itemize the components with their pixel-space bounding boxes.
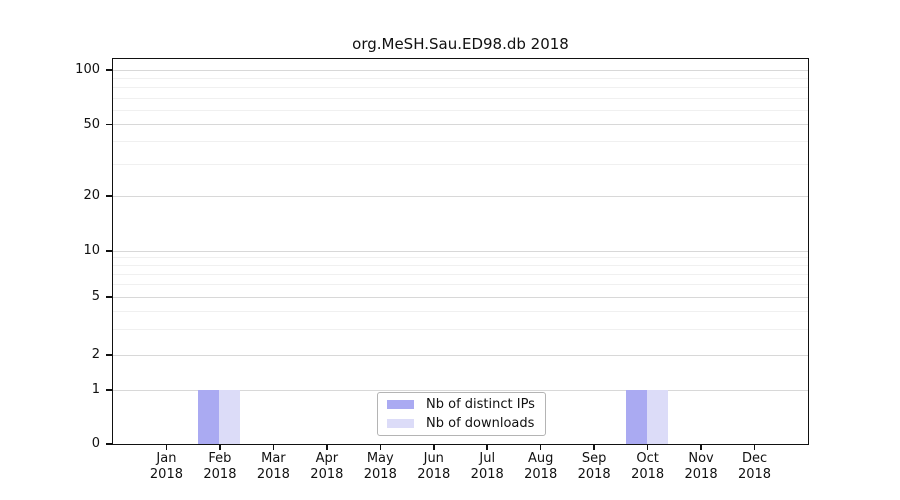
x-tick-month: May	[366, 451, 394, 466]
gridline-minor	[112, 109, 808, 111]
gridline-major	[112, 354, 808, 356]
x-tick-year: 2018	[256, 467, 290, 482]
x-tick-label: Jan 2018	[134, 451, 198, 483]
gridline-minor	[112, 77, 808, 79]
x-tick-month: Feb	[208, 451, 232, 466]
x-tick-mark	[326, 444, 328, 450]
legend-entry: Nb of distinct IPs	[384, 395, 539, 414]
y-tick-mark	[106, 443, 113, 445]
gridline-major	[112, 296, 808, 298]
gridline-major	[112, 389, 808, 391]
y-tick-label: 0	[91, 436, 100, 451]
legend-label: Nb of downloads	[426, 415, 535, 431]
x-tick-mark	[593, 444, 595, 450]
x-tick-year: 2018	[577, 467, 611, 482]
x-tick-mark	[165, 444, 168, 450]
x-tick-mark	[486, 444, 488, 450]
legend-swatch	[387, 400, 414, 409]
y-tick-label: 2	[91, 347, 100, 362]
x-tick-mark	[379, 444, 382, 450]
y-tick-mark	[106, 123, 113, 126]
x-tick-year: 2018	[684, 467, 718, 482]
gridline-minor	[112, 284, 808, 286]
gridline-minor	[112, 97, 808, 99]
x-tick-month: Oct	[636, 451, 659, 466]
x-tick-label: Aug 2018	[509, 451, 573, 483]
x-tick-label: Feb 2018	[188, 451, 252, 483]
y-tick-mark	[106, 389, 113, 391]
x-tick-month: Jun	[423, 451, 444, 466]
gridline-minor	[112, 274, 808, 276]
x-tick-mark	[753, 444, 756, 450]
y-tick-mark	[106, 69, 113, 71]
x-tick-year: 2018	[417, 467, 451, 482]
x-tick-mark	[433, 444, 435, 450]
y-tick-label: 20	[83, 188, 100, 203]
x-tick-mark	[272, 444, 275, 450]
y-tick-mark	[106, 250, 113, 252]
bar-nb-of-distinct-ips	[626, 389, 648, 444]
bar-nb-of-distinct-ips	[198, 389, 220, 444]
bar-nb-of-downloads	[219, 389, 241, 444]
y-tick-label: 10	[83, 243, 100, 258]
x-tick-label: Jul 2018	[455, 451, 519, 483]
gridline-minor	[112, 328, 808, 330]
gridline-minor	[112, 265, 808, 267]
x-tick-year: 2018	[149, 467, 183, 482]
x-tick-mark	[700, 444, 702, 450]
x-tick-year: 2018	[470, 467, 504, 482]
bar-nb-of-downloads	[647, 389, 669, 444]
y-tick-label: 1	[91, 382, 100, 397]
x-tick-month: Mar	[261, 451, 286, 466]
gridline-major	[112, 250, 808, 252]
x-tick-year: 2018	[737, 467, 772, 482]
x-tick-year: 2018	[310, 467, 344, 482]
legend-swatch	[387, 419, 414, 428]
x-tick-label: May 2018	[348, 451, 412, 483]
gridline-minor	[112, 87, 808, 89]
gridline-major	[112, 124, 808, 125]
y-tick-label: 5	[91, 289, 100, 304]
y-tick-mark	[106, 354, 113, 356]
legend-entry: Nb of downloads	[384, 414, 539, 433]
x-tick-label: Apr 2018	[295, 451, 359, 483]
x-tick-label: Oct 2018	[616, 451, 680, 483]
y-tick-mark	[106, 195, 113, 197]
x-tick-mark	[539, 444, 542, 450]
x-tick-month: Jan	[156, 451, 177, 466]
x-tick-month: Aug	[527, 451, 554, 466]
legend: Nb of distinct IPs Nb of downloads	[377, 392, 546, 436]
x-tick-month: Nov	[688, 451, 714, 466]
x-tick-mark	[219, 444, 221, 450]
gridline-minor	[112, 310, 808, 312]
x-tick-mark	[646, 444, 649, 450]
x-tick-year: 2018	[631, 467, 665, 482]
gridline-minor	[112, 163, 808, 165]
plot-area	[111, 57, 809, 445]
x-tick-year: 2018	[524, 467, 558, 482]
x-tick-month: Jul	[479, 451, 496, 466]
gridline-minor	[112, 257, 808, 259]
x-tick-year: 2018	[363, 467, 397, 482]
x-tick-label: Mar 2018	[241, 451, 305, 483]
x-tick-year: 2018	[203, 467, 237, 482]
x-tick-label: Nov 2018	[669, 451, 733, 483]
gridline-minor	[112, 141, 808, 143]
x-tick-month: Dec	[741, 451, 768, 466]
chart-title: org.MeSH.Sau.ED98.db 2018	[352, 35, 569, 53]
y-tick-label: 50	[83, 116, 100, 132]
x-tick-month: Sep	[581, 451, 607, 466]
x-tick-label: Sep 2018	[562, 451, 626, 483]
legend-label: Nb of distinct IPs	[426, 396, 535, 412]
x-tick-month: Apr	[315, 451, 339, 466]
gridline-major	[112, 195, 808, 197]
gridline-major	[112, 69, 808, 71]
x-tick-label: Dec 2018	[723, 451, 787, 483]
y-tick-label: 100	[75, 62, 100, 77]
x-tick-label: Jun 2018	[402, 451, 466, 483]
y-tick-mark	[106, 296, 113, 298]
